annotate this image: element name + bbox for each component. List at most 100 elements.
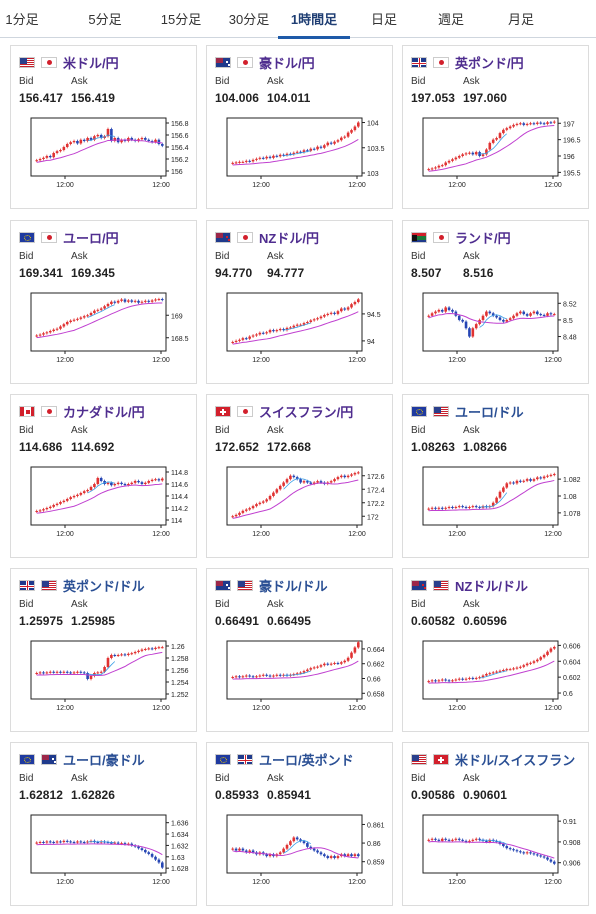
tab-daily[interactable]: 日足 (370, 12, 397, 27)
candle (52, 329, 55, 331)
currency-pair-link[interactable]: スイスフラン/円 (259, 404, 354, 420)
candle (62, 147, 66, 150)
candle (113, 655, 117, 656)
currency-pair-link[interactable]: 米ドル/円 (63, 55, 119, 71)
candle (116, 655, 120, 656)
price-chart[interactable]: 172.6 172.4 172.2 172 12:00 12:00 (212, 459, 388, 539)
tab-30min[interactable]: 30分足 (228, 12, 270, 27)
tab-monthly[interactable]: 月足 (507, 12, 534, 27)
tab-15min[interactable]: 15分足 (160, 12, 202, 27)
candle (161, 647, 164, 649)
x-tick-label: 12:00 (448, 357, 466, 364)
rate-card[interactable]: 英ポンド/円 Bid Ask 197.053 197.060 197 196.5 196 195… (402, 45, 589, 209)
rate-card[interactable]: ランド/円 Bid Ask 8.507 8.516 8.52 8.5 8.48 12:00 12:… (402, 220, 589, 384)
tab-weekly[interactable]: 週足 (437, 12, 464, 27)
tab-1hour[interactable]: 1時間足 (278, 0, 350, 39)
rate-card[interactable]: 豪ドル/円 Bid Ask 104.006 104.011 104 103.5 103 12:0… (206, 45, 393, 209)
candle (495, 671, 498, 673)
candle (481, 675, 485, 678)
tab-5min[interactable]: 5分足 (88, 12, 122, 27)
candle (437, 309, 441, 312)
price-chart[interactable]: 94.5 94 12:00 12:00 (212, 285, 388, 365)
currency-pair-link[interactable]: NZドル/ドル (455, 578, 528, 594)
candle (357, 472, 360, 474)
candle (96, 842, 100, 844)
rate-card[interactable]: カナダドル/円 Bid Ask 114.686 114.692 114.8 114.6 114… (10, 394, 197, 558)
candle (326, 142, 330, 146)
currency-pair-link[interactable]: ユーロ/ドル (455, 404, 524, 420)
candle (440, 838, 444, 841)
rate-card[interactable]: ユーロ/ドル Bid Ask 1.08263 1.08266 1.082 1.08 1.078… (402, 394, 589, 558)
currency-pair-link[interactable]: ユーロ/円 (63, 230, 119, 246)
candle (93, 484, 96, 487)
currency-pair-link[interactable]: ランド/円 (455, 230, 511, 246)
jp-flag-icon (433, 56, 449, 68)
x-tick-label: 12:00 (56, 879, 74, 886)
rate-card[interactable]: ユーロ/円 Bid Ask 169.341 169.345 169 168.5 12:00 12… (10, 220, 197, 384)
rate-card[interactable]: 米ドル/スイスフラン Bid Ask 0.90586 0.90601 0.91 0.908 0… (402, 742, 589, 906)
moving-average-line (428, 660, 555, 684)
currency-pair-link[interactable]: 豪ドル/円 (259, 55, 315, 71)
currency-pair-link[interactable]: 英ポンド/円 (455, 55, 524, 71)
price-chart[interactable]: 8.52 8.5 8.48 12:00 12:00 (408, 285, 584, 365)
chart-frame (30, 640, 167, 700)
y-tick-label: 103 (367, 171, 379, 178)
moving-average-line (232, 847, 359, 859)
eu-flag-icon (411, 405, 427, 417)
candle (42, 672, 45, 674)
candle (42, 333, 45, 335)
za-flag-icon (411, 231, 427, 243)
candle (542, 856, 546, 858)
candle (471, 839, 475, 841)
rate-card[interactable]: 豪ドル/ドル Bid Ask 0.66491 0.66495 0.664 0.662 0.66… (206, 568, 393, 732)
currency-pair-link[interactable]: 英ポンド/ドル (63, 578, 145, 594)
rate-card[interactable]: ユーロ/豪ドル Bid Ask 1.62812 1.62826 1.636 1.634 1.6… (10, 742, 197, 906)
y-tick-label: 0.86 (367, 841, 381, 848)
rate-card[interactable]: スイスフラン/円 Bid Ask 172.652 172.668 172.6 172.4 17… (206, 394, 393, 558)
short-moving-average-line (87, 304, 115, 318)
rate-card[interactable]: 英ポンド/ドル Bid Ask 1.25975 1.25985 1.26 1.258 1.25… (10, 568, 197, 732)
currency-pair-link[interactable]: カナダドル/円 (63, 404, 145, 420)
candle (553, 861, 556, 864)
candle (536, 122, 539, 124)
candle (130, 653, 134, 655)
ask-value: 8.516 (463, 266, 494, 280)
y-tick-label: 172 (367, 514, 379, 521)
tab-1min[interactable]: 1分足 (5, 12, 39, 27)
price-chart[interactable]: 1.082 1.08 1.078 12:00 12:00 (408, 459, 584, 539)
x-tick-label: 12:00 (348, 182, 366, 189)
candle (444, 679, 447, 681)
candle (69, 142, 72, 144)
currency-pair-link[interactable]: 豪ドル/ドル (259, 578, 328, 594)
candle (238, 339, 241, 341)
rate-card[interactable]: NZドル/ドル Bid Ask 0.60582 0.60596 0.606 0.604 0.6… (402, 568, 589, 732)
currency-pair-link[interactable]: ユーロ/英ポンド (259, 752, 354, 768)
currency-pair-link[interactable]: ユーロ/豪ドル (63, 752, 145, 768)
price-chart[interactable]: 0.861 0.86 0.859 12:00 12:00 (212, 807, 388, 887)
candle (430, 507, 434, 509)
price-chart[interactable]: 169 168.5 12:00 12:00 (16, 285, 192, 365)
currency-pair-link[interactable]: 米ドル/スイスフラン (455, 752, 576, 768)
y-tick-label: 8.5 (563, 318, 573, 325)
us-flag-icon (411, 753, 427, 765)
y-tick-label: 1.258 (171, 656, 189, 663)
candle (312, 667, 316, 669)
currency-pair-link[interactable]: NZドル/円 (259, 230, 319, 246)
rate-card[interactable]: NZドル/円 Bid Ask 94.770 94.777 94.5 94 12:00 12:00 (206, 220, 393, 384)
candle (515, 480, 519, 484)
price-chart[interactable]: 0.91 0.908 0.906 12:00 12:00 (408, 807, 584, 887)
chart-frame (30, 292, 167, 352)
us-flag-icon (41, 579, 57, 591)
rate-card[interactable]: 米ドル/円 Bid Ask 156.417 156.419 156.8 156.6 156.4… (10, 45, 197, 209)
candle (539, 657, 543, 660)
candle (430, 838, 434, 840)
rate-card[interactable]: ユーロ/英ポンド Bid Ask 0.85933 0.85941 0.861 0.86 0.8… (206, 742, 393, 906)
